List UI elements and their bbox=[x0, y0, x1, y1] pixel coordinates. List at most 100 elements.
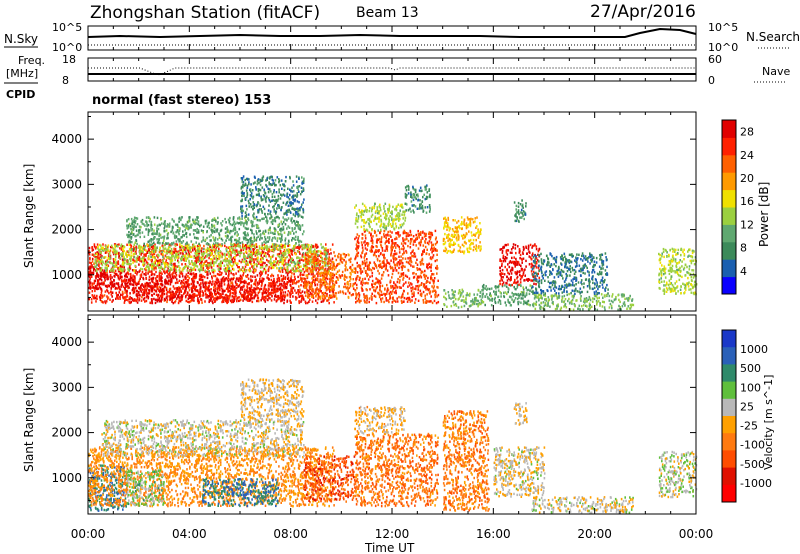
data-cell bbox=[238, 296, 240, 298]
data-cell bbox=[110, 269, 112, 271]
data-cell bbox=[153, 293, 155, 295]
data-cell bbox=[121, 280, 123, 282]
data-cell bbox=[227, 235, 229, 237]
data-cell bbox=[160, 287, 162, 289]
data-cell bbox=[135, 239, 137, 241]
data-cell bbox=[294, 263, 296, 265]
data-cell bbox=[140, 246, 142, 248]
data-cell bbox=[125, 299, 127, 301]
data-cell bbox=[199, 278, 201, 280]
data-cell bbox=[167, 237, 169, 239]
data-cell bbox=[210, 297, 212, 299]
data-cell bbox=[170, 283, 172, 285]
data-cell bbox=[241, 195, 243, 197]
data-cell bbox=[276, 248, 278, 250]
data-cell bbox=[280, 286, 282, 288]
data-cell bbox=[186, 224, 188, 226]
data-cell bbox=[123, 250, 125, 252]
data-cell bbox=[134, 265, 136, 267]
nsky-tick-top: 10^5 bbox=[52, 21, 82, 34]
data-cell bbox=[251, 232, 253, 234]
data-cell bbox=[146, 300, 148, 302]
data-cell bbox=[210, 249, 212, 251]
data-cell bbox=[230, 289, 232, 291]
freq-unit-label: [MHz] bbox=[6, 67, 38, 80]
data-cell bbox=[101, 257, 103, 259]
data-cell bbox=[229, 286, 231, 288]
data-cell bbox=[280, 197, 282, 199]
data-cell bbox=[240, 223, 242, 225]
data-cell bbox=[149, 282, 151, 284]
data-cell bbox=[260, 275, 262, 277]
data-cell bbox=[129, 292, 131, 294]
data-cell bbox=[246, 295, 248, 297]
data-cell bbox=[334, 268, 336, 270]
data-cell bbox=[210, 272, 212, 274]
data-cell bbox=[134, 270, 136, 272]
data-cell bbox=[188, 265, 190, 267]
data-cell bbox=[169, 288, 171, 290]
data-cell bbox=[300, 265, 302, 267]
data-cell bbox=[284, 257, 286, 259]
data-cell bbox=[301, 259, 303, 261]
data-cell bbox=[240, 206, 242, 208]
data-cell bbox=[96, 295, 98, 297]
data-cell bbox=[260, 264, 262, 266]
data-cell bbox=[260, 234, 262, 236]
data-cell bbox=[269, 217, 271, 219]
data-cell bbox=[214, 217, 216, 219]
data-cell bbox=[226, 268, 228, 270]
data-cell bbox=[195, 264, 197, 266]
data-cell bbox=[312, 301, 314, 303]
data-cell bbox=[182, 268, 184, 270]
data-cell bbox=[179, 276, 181, 278]
data-cell bbox=[298, 285, 300, 287]
data-cell bbox=[264, 233, 266, 235]
data-cell bbox=[215, 237, 217, 239]
data-cell bbox=[314, 275, 316, 277]
data-cell bbox=[280, 228, 282, 230]
data-cell bbox=[230, 243, 232, 245]
data-cell bbox=[265, 272, 267, 274]
data-cell bbox=[296, 257, 298, 259]
data-cell bbox=[207, 277, 209, 279]
data-cell bbox=[265, 269, 267, 271]
data-cell bbox=[320, 255, 322, 257]
data-cell bbox=[136, 230, 138, 232]
data-cell bbox=[162, 256, 164, 258]
data-cell bbox=[292, 283, 294, 285]
data-cell bbox=[153, 230, 155, 232]
data-cell bbox=[284, 194, 286, 196]
data-cell bbox=[282, 263, 284, 265]
data-cell bbox=[191, 290, 193, 292]
data-cell bbox=[143, 273, 145, 275]
data-cell bbox=[248, 205, 250, 207]
data-cell bbox=[200, 266, 202, 268]
data-cell bbox=[148, 255, 150, 257]
data-cell bbox=[132, 269, 134, 271]
data-cell bbox=[100, 245, 102, 247]
data-cell bbox=[283, 226, 285, 228]
data-cell bbox=[178, 221, 180, 223]
data-cell bbox=[106, 295, 108, 297]
data-cell bbox=[149, 243, 151, 245]
data-cell bbox=[255, 251, 257, 253]
data-cell bbox=[282, 258, 284, 260]
data-cell bbox=[114, 259, 116, 261]
data-cell bbox=[227, 275, 229, 277]
data-cell bbox=[230, 237, 232, 239]
data-cell bbox=[225, 232, 227, 234]
data-cell bbox=[161, 253, 163, 255]
data-cell bbox=[247, 256, 249, 258]
data-cell bbox=[137, 255, 139, 257]
data-cell bbox=[203, 285, 205, 287]
data-cell bbox=[224, 283, 226, 285]
data-cell bbox=[100, 252, 102, 254]
data-cell bbox=[275, 179, 277, 181]
data-cell bbox=[140, 276, 142, 278]
data-cell bbox=[118, 260, 120, 262]
data-cell bbox=[251, 192, 253, 194]
data-cell bbox=[235, 295, 237, 297]
data-cell bbox=[152, 277, 154, 279]
data-cell bbox=[231, 247, 233, 249]
